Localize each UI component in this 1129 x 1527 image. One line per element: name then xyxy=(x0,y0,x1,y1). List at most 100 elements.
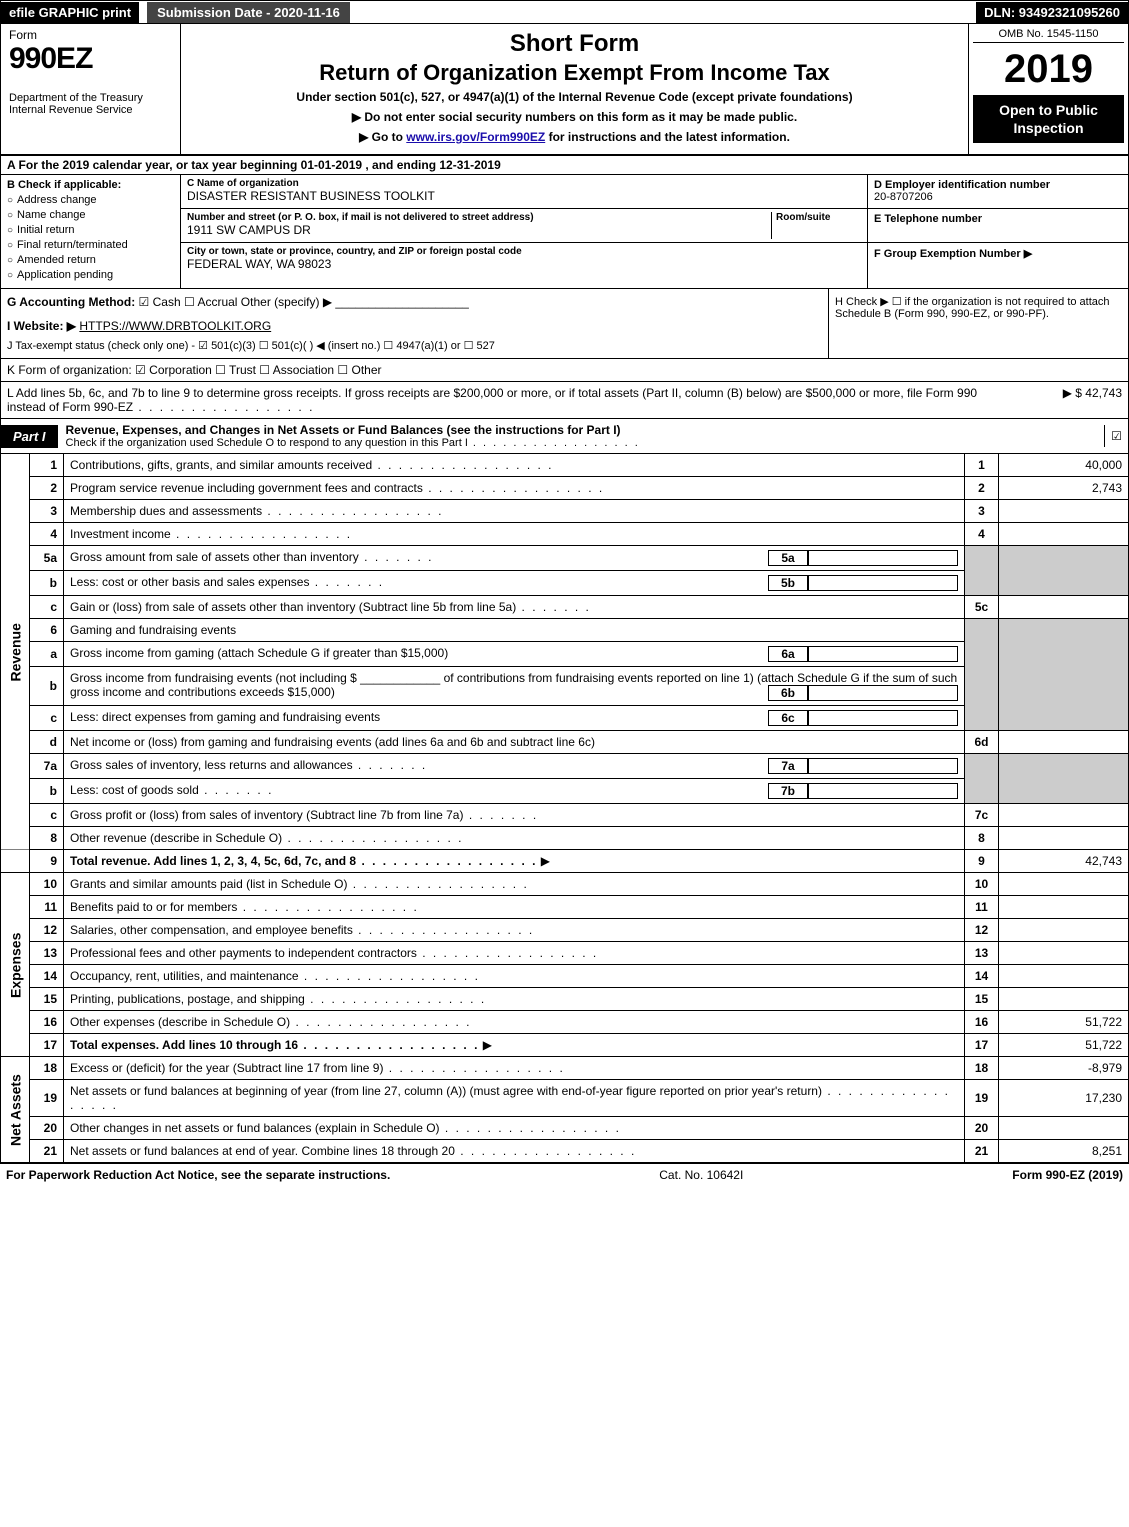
sub-box: 5a xyxy=(768,550,808,566)
line-text: Other changes in net assets or fund bala… xyxy=(64,1117,965,1140)
org-city-label: City or town, state or province, country… xyxy=(187,246,861,257)
chk-accrual[interactable]: Accrual xyxy=(184,295,237,309)
line-box: 13 xyxy=(965,942,999,965)
room-suite-label: Room/suite xyxy=(776,212,861,223)
sub-amount xyxy=(808,783,958,799)
table-row: 14 Occupancy, rent, utilities, and maint… xyxy=(1,965,1129,988)
line-text: Professional fees and other payments to … xyxy=(64,942,965,965)
table-row: b Less: cost or other basis and sales ex… xyxy=(1,571,1129,596)
line-box: 10 xyxy=(965,873,999,896)
line-box: 6d xyxy=(965,731,999,754)
line-amount xyxy=(999,942,1129,965)
line-amount: 8,251 xyxy=(999,1140,1129,1163)
sub-amount xyxy=(808,550,958,566)
line-no: 2 xyxy=(30,477,64,500)
table-row: d Net income or (loss) from gaming and f… xyxy=(1,731,1129,754)
sub-box: 7a xyxy=(768,758,808,774)
line-amount: 17,230 xyxy=(999,1080,1129,1117)
line-text: Benefits paid to or for members xyxy=(64,896,965,919)
form-title-short: Short Form xyxy=(191,30,958,58)
ein-value: 20-8707206 xyxy=(874,191,1122,203)
chk-cash[interactable]: Cash xyxy=(139,295,181,309)
line-text: Gaming and fundraising events xyxy=(64,619,965,642)
chk-amended-return[interactable]: Amended return xyxy=(7,254,174,266)
org-addr-value: 1911 SW CAMPUS DR xyxy=(187,223,771,237)
table-row: 2 Program service revenue including gove… xyxy=(1,477,1129,500)
table-row: 9 Total revenue. Add lines 1, 2, 3, 4, 5… xyxy=(1,850,1129,873)
irs-form-link[interactable]: www.irs.gov/Form990EZ xyxy=(406,130,545,144)
table-row: Net Assets 18 Excess or (deficit) for th… xyxy=(1,1057,1129,1080)
org-city-row: City or town, state or province, country… xyxy=(181,243,867,277)
line-no: 4 xyxy=(30,523,64,546)
table-row: c Less: direct expenses from gaming and … xyxy=(1,706,1129,731)
line-text: Total revenue. Add lines 1, 2, 3, 4, 5c,… xyxy=(64,850,965,873)
line-amount xyxy=(999,896,1129,919)
line-box: 12 xyxy=(965,919,999,942)
line-box: 3 xyxy=(965,500,999,523)
table-row: 12 Salaries, other compensation, and emp… xyxy=(1,919,1129,942)
table-row: Revenue 1 Contributions, gifts, grants, … xyxy=(1,454,1129,477)
part-1-table: Revenue 1 Contributions, gifts, grants, … xyxy=(0,454,1129,1163)
line-amount: 42,743 xyxy=(999,850,1129,873)
other-specify: Other (specify) ▶ xyxy=(241,295,332,309)
shaded-cell xyxy=(965,546,999,596)
line-text-with-sub: Gross sales of inventory, less returns a… xyxy=(64,754,965,779)
part-1-subtitle: Check if the organization used Schedule … xyxy=(66,437,1096,449)
chk-initial-return[interactable]: Initial return xyxy=(7,224,174,236)
shaded-cell xyxy=(965,754,999,804)
line-text-with-sub: Less: cost of goods sold 7b xyxy=(64,779,965,804)
part-1-header: Part I Revenue, Expenses, and Changes in… xyxy=(0,419,1129,454)
line-amount xyxy=(999,873,1129,896)
line-g-accounting: G Accounting Method: Cash Accrual Other … xyxy=(1,289,828,358)
table-row: a Gross income from gaming (attach Sched… xyxy=(1,642,1129,667)
sub-amount xyxy=(808,710,958,726)
line-k-form-org: K Form of organization: ☑ Corporation ☐ … xyxy=(0,359,1129,382)
sub-box: 5b xyxy=(768,575,808,591)
website-value[interactable]: HTTPS://WWW.DRBTOOLKIT.ORG xyxy=(79,319,271,333)
line-text-with-sub: Gross income from gaming (attach Schedul… xyxy=(64,642,965,667)
chk-final-return[interactable]: Final return/terminated xyxy=(7,239,174,251)
efile-print-button[interactable]: efile GRAPHIC print xyxy=(1,2,139,23)
shaded-cell xyxy=(999,754,1129,804)
line-text: Net assets or fund balances at beginning… xyxy=(64,1080,965,1117)
shaded-cell xyxy=(999,546,1129,596)
dept-treasury: Department of the Treasury xyxy=(9,92,172,104)
chk-address-change[interactable]: Address change xyxy=(7,194,174,206)
line-text: Printing, publications, postage, and shi… xyxy=(64,988,965,1011)
line-gh-row: G Accounting Method: Cash Accrual Other … xyxy=(0,289,1129,359)
chk-application-pending[interactable]: Application pending xyxy=(7,269,174,281)
line-no: c xyxy=(30,804,64,827)
line-box: 5c xyxy=(965,596,999,619)
line-no: 9 xyxy=(30,850,64,873)
line-box: 7c xyxy=(965,804,999,827)
line-no: 10 xyxy=(30,873,64,896)
part-1-check[interactable]: ☑ xyxy=(1104,425,1128,447)
form-header: Form 990EZ Department of the Treasury In… xyxy=(0,24,1129,156)
line-text: Membership dues and assessments xyxy=(64,500,965,523)
line-text: Contributions, gifts, grants, and simila… xyxy=(64,454,965,477)
line-no: 20 xyxy=(30,1117,64,1140)
table-row: b Gross income from fundraising events (… xyxy=(1,667,1129,706)
line-amount: -8,979 xyxy=(999,1057,1129,1080)
line-no: 6 xyxy=(30,619,64,642)
vtab-expenses: Expenses xyxy=(1,873,30,1057)
line-l-text: L Add lines 5b, 6c, and 7b to line 9 to … xyxy=(7,386,1002,414)
line-text: Net assets or fund balances at end of ye… xyxy=(64,1140,965,1163)
org-city-value: FEDERAL WAY, WA 98023 xyxy=(187,257,861,271)
line-text: Total expenses. Add lines 10 through 16 … xyxy=(64,1034,965,1057)
line-text: Less: cost of goods sold xyxy=(70,783,273,797)
vtab-net-assets: Net Assets xyxy=(1,1057,30,1163)
table-row: 8 Other revenue (describe in Schedule O)… xyxy=(1,827,1129,850)
line-text: Grants and similar amounts paid (list in… xyxy=(64,873,965,896)
line-no: 14 xyxy=(30,965,64,988)
sub-box: 6c xyxy=(768,710,808,726)
line-box: 18 xyxy=(965,1057,999,1080)
line-amount xyxy=(999,965,1129,988)
line-a-tax-year: A For the 2019 calendar year, or tax yea… xyxy=(0,156,1129,175)
table-row: 6 Gaming and fundraising events xyxy=(1,619,1129,642)
line-box: 2 xyxy=(965,477,999,500)
chk-name-change[interactable]: Name change xyxy=(7,209,174,221)
table-row: b Less: cost of goods sold 7b xyxy=(1,779,1129,804)
line-amount xyxy=(999,523,1129,546)
line-box: 19 xyxy=(965,1080,999,1117)
